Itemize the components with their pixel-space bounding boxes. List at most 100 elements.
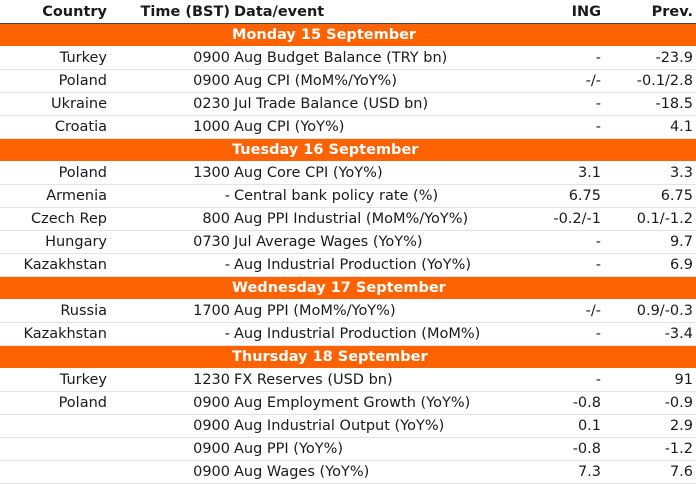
cell-event: Aug Budget Balance (TRY bn) [234,50,448,66]
day-band: Thursday 18 September [0,346,696,369]
cell-ing: - [595,326,601,342]
table-row: Armenia - Central bank policy rate (%) 6… [0,185,696,208]
cell-prev: -3.4 [664,326,693,342]
table-row: Kazakhstan - Aug Industrial Production (… [0,323,696,346]
cell-prev: 4.1 [669,119,693,135]
day-title: Monday 15 September [232,27,417,43]
cell-prev: 6.75 [660,188,693,204]
table-row: Poland 1300 Aug Core CPI (YoY%) 3.1 3.3 [0,162,696,185]
cell-event: Aug Industrial Production (YoY%) [234,257,472,273]
cell-country: Hungary [45,234,107,250]
cell-time: 0730 [193,234,230,250]
cell-event: Aug Wages (YoY%) [234,464,370,480]
day-title: Tuesday 16 September [232,142,419,158]
table-row: Hungary 0730 Jul Average Wages (YoY%) - … [0,231,696,254]
cell-country: Poland [58,165,107,181]
cell-ing: - [595,372,601,388]
header-ing: ING [571,3,601,20]
cell-time: 0900 [193,418,230,434]
cell-event: Aug Core CPI (YoY%) [234,165,383,181]
cell-time: 0900 [193,395,230,411]
cell-prev: -18.5 [655,96,693,112]
cell-event: Aug CPI (YoY%) [234,119,345,135]
cell-prev: -0.9 [664,395,693,411]
cell-ing: -/- [585,73,601,89]
cell-ing: - [595,234,601,250]
day-title: Thursday 18 September [232,349,428,365]
cell-country: Poland [58,73,107,89]
table-row: 0900 Aug Industrial Output (YoY%) 0.1 2.… [0,415,696,438]
cell-country: Kazakhstan [23,257,107,273]
cell-event: Jul Trade Balance (USD bn) [234,96,429,112]
table-header: Country Time (BST) Data/event ING Prev. [0,0,696,24]
cell-ing: - [595,257,601,273]
cell-country: Russia [60,303,107,319]
cell-event: Aug Industrial Production (MoM%) [234,326,481,342]
table-row: 0900 Aug Wages (YoY%) 7.3 7.6 [0,461,696,484]
cell-ing: - [595,96,601,112]
cell-ing: -/- [585,303,601,319]
day-title: Wednesday 17 September [232,280,446,296]
table-row: Turkey 1230 FX Reserves (USD bn) - 91 [0,369,696,392]
cell-time: 0900 [193,73,230,89]
cell-country: Kazakhstan [23,326,107,342]
cell-time: 0900 [193,441,230,457]
cell-event: Aug PPI (YoY%) [234,441,344,457]
cell-event: Aug Industrial Output (YoY%) [234,418,445,434]
table-row: Turkey 0900 Aug Budget Balance (TRY bn) … [0,47,696,70]
cell-prev: 7.6 [669,464,693,480]
cell-event: Jul Average Wages (YoY%) [234,234,423,250]
cell-ing: 6.75 [568,188,601,204]
cell-event: Aug PPI (MoM%/YoY%) [234,303,396,319]
cell-time: 0900 [193,50,230,66]
cell-prev: 0.1/-1.2 [636,211,693,227]
cell-country: Turkey [59,50,107,66]
header-prev: Prev. [651,3,693,20]
cell-time: 1000 [193,119,230,135]
cell-ing: -0.2/-1 [553,211,601,227]
table-row: Kazakhstan - Aug Industrial Production (… [0,254,696,277]
cell-event: Aug Employment Growth (YoY%) [234,395,471,411]
cell-time: 1700 [193,303,230,319]
cell-ing: -0.8 [572,441,601,457]
cell-event: Aug PPI Industrial (MoM%/YoY%) [234,211,469,227]
cell-prev: 0.9/-0.3 [636,303,693,319]
day-band: Monday 15 September [0,24,696,47]
day-band: Wednesday 17 September [0,277,696,300]
cell-event: Central bank policy rate (%) [234,188,439,204]
cell-ing: - [595,119,601,135]
header-country: Country [42,3,107,20]
cell-country: Armenia [46,188,107,204]
table-row: Poland 0900 Aug CPI (MoM%/YoY%) -/- -0.1… [0,70,696,93]
cell-prev: 2.9 [669,418,693,434]
cell-prev: 9.7 [669,234,693,250]
table-row: Ukraine 0230 Jul Trade Balance (USD bn) … [0,93,696,116]
cell-ing: 3.1 [577,165,601,181]
cell-country: Ukraine [51,96,107,112]
cell-prev: 6.9 [669,257,693,273]
cell-ing: - [595,50,601,66]
table-row: Russia 1700 Aug PPI (MoM%/YoY%) -/- 0.9/… [0,300,696,323]
cell-time: - [224,326,230,342]
cell-prev: -1.2 [664,441,693,457]
cell-ing: -0.8 [572,395,601,411]
cell-time: 1230 [193,372,230,388]
cell-prev: -23.9 [655,50,693,66]
cell-time: - [224,188,230,204]
cell-country: Croatia [54,119,107,135]
table-row: Croatia 1000 Aug CPI (YoY%) - 4.1 [0,116,696,139]
table-row: Poland 0900 Aug Employment Growth (YoY%)… [0,392,696,415]
table-row: Czech Rep 800 Aug PPI Industrial (MoM%/Y… [0,208,696,231]
cell-time: 0900 [193,464,230,480]
cell-ing: 0.1 [577,418,601,434]
cell-event: FX Reserves (USD bn) [234,372,393,388]
cell-country: Poland [58,395,107,411]
cell-time: 800 [202,211,230,227]
cell-prev: 3.3 [669,165,693,181]
cell-ing: 7.3 [577,464,601,480]
table-row: 0900 Aug PPI (YoY%) -0.8 -1.2 [0,438,696,461]
day-band: Tuesday 16 September [0,139,696,162]
cell-country: Turkey [59,372,107,388]
cell-prev: -0.1/2.8 [636,73,693,89]
